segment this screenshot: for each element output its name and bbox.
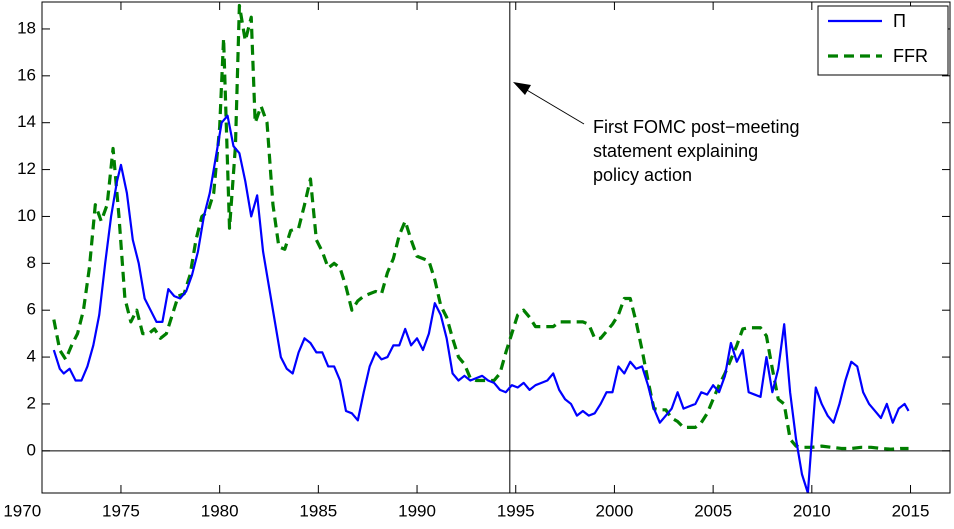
series-line [52,114,910,493]
legend-label: Π [893,11,906,31]
x-tick-label: 1985 [299,501,337,520]
y-tick-label: 18 [17,18,36,37]
ticks: 0 2 4 6 8 10 12 14 16 18 1970 1975 1980 1985 1990 1995 2… [3,2,950,520]
annotation-text: statement explaining [593,141,758,161]
y-tick-label: 12 [17,159,36,178]
y-tick-label: 16 [17,65,36,84]
x-tick-label: 1975 [102,501,140,520]
arrow-head [513,82,531,95]
y-tick-label: 4 [27,347,36,366]
annotation-text: policy action [593,165,692,185]
legend-box [817,5,949,76]
x-tick-label: 1970 [3,501,41,520]
x-tick-label: 2000 [596,501,634,520]
annotation: First FOMC post−meeting statement explai… [513,82,800,185]
y-tick-label: 2 [27,393,36,412]
series-line [52,3,909,451]
x-tick-label: 2015 [892,501,930,520]
legend: Π FFR [817,5,949,76]
y-tick-label: 14 [17,112,36,131]
plot-lines [42,2,950,493]
y-tick-label: 0 [27,440,36,459]
y-tick-label: 8 [27,253,36,272]
annotation-text: First FOMC post−meeting [593,117,800,137]
y-tick-label: 6 [27,300,36,319]
x-tick-label: 1980 [201,501,239,520]
x-tick-label: 1990 [398,501,436,520]
plot-frame [41,1,951,494]
annotation-arrow [519,85,585,125]
y-tick-label: 10 [17,206,36,225]
x-tick-label: 1995 [497,501,535,520]
x-tick-label: 2010 [793,501,831,520]
x-tick-label: 2005 [694,501,732,520]
legend-label: FFR [893,46,928,66]
